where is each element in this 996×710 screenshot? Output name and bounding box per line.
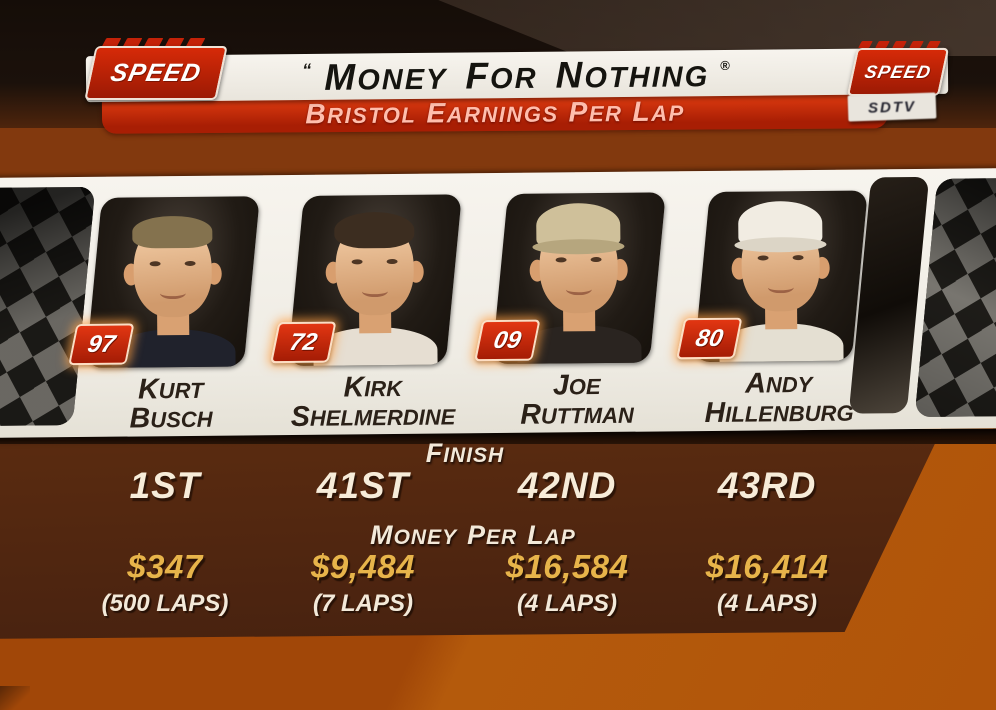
hair	[132, 215, 213, 249]
subtitle-word: EARNINGS	[426, 97, 559, 129]
car-number-badge: 97	[68, 323, 135, 366]
car-number-badge: 72	[270, 321, 337, 364]
subtitle-word: BRISTOL	[305, 98, 417, 130]
eye	[351, 259, 363, 265]
speed-logo-stripes-icon	[858, 41, 941, 48]
car-number: 72	[287, 328, 320, 356]
car-number: 97	[85, 330, 118, 358]
speed-logo-box: SPEED	[846, 48, 950, 96]
speed-logo-right: SPEED SDTV	[846, 41, 950, 122]
driver-last-name: SHELMERDINE	[290, 400, 456, 434]
subtitle-text: BRISTOL EARNINGS PER LAP	[300, 96, 690, 131]
car-number-badge: 80	[676, 317, 743, 360]
hair	[334, 211, 415, 249]
corner-shade	[0, 686, 30, 710]
driver-card: 72 KIRK SHELMERDINE	[270, 194, 474, 434]
speed-logo-left: SPEED	[84, 38, 228, 100]
car-number: 09	[491, 326, 524, 354]
driver-name: KIRK SHELMERDINE	[273, 371, 474, 434]
checker-pattern	[914, 177, 996, 418]
subtitle-word: LAP	[632, 95, 685, 128]
stats-panel	[0, 441, 937, 639]
speed-logo-text: SPEED	[108, 58, 204, 87]
stripe	[926, 41, 941, 48]
show-title: “ MONEY FOR NOTHING ®	[302, 51, 732, 98]
stripe	[858, 41, 873, 48]
speed-logo-text: SPEED	[862, 61, 934, 82]
car-number: 80	[693, 324, 726, 352]
driver-name: KURT BUSCH	[71, 373, 272, 435]
driver-first-name: JOE	[552, 369, 601, 402]
speed-logo-box: SPEED	[84, 46, 228, 100]
driver-card: 09 JOE RUTTMAN	[474, 192, 678, 432]
subtitle-word: PER	[568, 96, 623, 128]
driver-name: JOE RUTTMAN	[477, 369, 678, 431]
title-word: NOTHING	[555, 52, 710, 96]
title-word: FOR	[465, 53, 538, 96]
driver-last-name: RUTTMAN	[520, 398, 634, 431]
checkered-flag-right-icon	[914, 177, 996, 418]
title-open-quote: “	[302, 59, 314, 80]
car-number-badge: 09	[474, 319, 541, 362]
stripe	[875, 41, 890, 48]
driver-first-name: ANDY	[745, 367, 813, 400]
driver-last-name: BUSCH	[129, 402, 213, 435]
network-sublogo: SDTV	[847, 92, 937, 122]
stripe	[892, 41, 907, 48]
drivers-band: 97 KURT BUSCH 72 KIRK SHELMERDINE	[0, 168, 996, 438]
driver-first-name: KURT	[137, 373, 204, 406]
stripe	[909, 41, 924, 48]
title-word: MONEY	[324, 55, 448, 98]
driver-card: 80 ANDY HILLENBURG	[676, 190, 879, 430]
driver-first-name: KIRK	[343, 371, 403, 404]
driver-card: 97 KURT BUSCH	[68, 196, 272, 436]
registered-trademark-symbol: ®	[719, 57, 732, 73]
